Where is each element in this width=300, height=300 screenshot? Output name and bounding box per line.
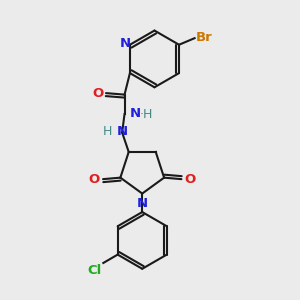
Text: O: O [89, 172, 100, 186]
Text: O: O [184, 172, 196, 186]
Text: Cl: Cl [87, 265, 101, 278]
Text: N: N [137, 197, 148, 210]
Text: Br: Br [196, 32, 212, 44]
Text: ·H: ·H [140, 108, 153, 121]
Text: N: N [130, 106, 141, 120]
Text: N: N [117, 125, 128, 138]
Text: N: N [120, 37, 131, 50]
Text: O: O [92, 87, 104, 100]
Text: H: H [103, 125, 112, 138]
